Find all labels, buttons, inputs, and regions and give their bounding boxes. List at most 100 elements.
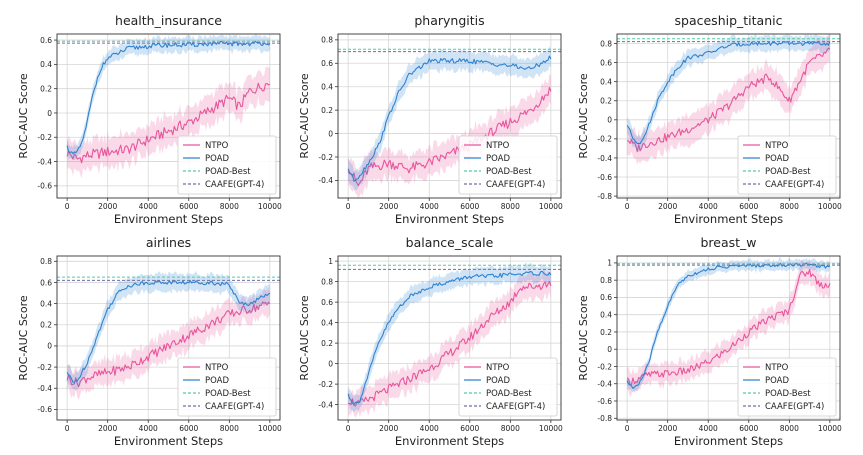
poad-series-line xyxy=(66,40,271,155)
y-tick-label: -0.2 xyxy=(597,362,612,371)
y-tick-label: -0.2 xyxy=(318,153,333,162)
y-tick-label: 0.4 xyxy=(40,299,52,308)
poad-series-band xyxy=(348,262,551,412)
x-axis-label: Environment Steps xyxy=(114,434,223,448)
y-axis-label: ROC-AUC Score xyxy=(298,295,311,381)
x-tick-label: 0 xyxy=(625,424,630,433)
legend-label: CAAFE(GPT-4) xyxy=(205,402,264,412)
y-tick-label: 0 xyxy=(328,129,333,138)
ntpo-series-band xyxy=(348,269,551,418)
y-tick-label: 0.2 xyxy=(600,97,612,106)
legend-label: POAD xyxy=(205,376,229,386)
poad-series-band xyxy=(627,34,830,152)
legend-label: POAD-Best xyxy=(486,389,532,399)
x-tick-label: 2000 xyxy=(658,202,677,211)
x-axis-label: Environment Steps xyxy=(395,212,504,226)
legend: NTPO POAD POAD-Best CAAFE(GPT-4) xyxy=(737,357,837,417)
y-tick-label: 0 xyxy=(607,116,612,125)
x-tick-label: 6000 xyxy=(739,424,758,433)
y-axis-label: ROC-AUC Score xyxy=(577,73,590,159)
legend-label: NTPO xyxy=(205,363,229,373)
ntpo-series-line xyxy=(348,281,552,407)
y-tick-label: -0.2 xyxy=(37,363,52,372)
y-tick-label: -0.6 xyxy=(597,173,612,182)
x-tick-label: 0 xyxy=(346,202,351,211)
poad-series-band xyxy=(67,270,270,391)
ntpo-series-line xyxy=(66,301,271,388)
y-tick-label: -0.2 xyxy=(597,135,612,144)
legend-label: CAAFE(GPT-4) xyxy=(205,180,264,190)
x-tick-label: 8000 xyxy=(780,424,799,433)
x-tick-label: 0 xyxy=(65,202,70,211)
x-tick-label: 0 xyxy=(65,424,70,433)
x-axis-label: Environment Steps xyxy=(674,434,783,448)
y-tick-label: 0.8 xyxy=(600,276,612,285)
ntpo-series-band xyxy=(348,73,551,198)
x-tick-label: 8000 xyxy=(220,424,239,433)
axes-frame xyxy=(56,255,281,421)
y-axis-label: ROC-AUC Score xyxy=(577,295,590,381)
x-tick-label: 8000 xyxy=(501,424,520,433)
y-tick-label: 0.2 xyxy=(600,328,612,337)
poad-series-line xyxy=(347,270,552,405)
ntpo-series-line xyxy=(66,82,271,164)
x-tick-label: 2000 xyxy=(379,424,398,433)
legend-label: NTPO xyxy=(486,363,510,373)
x-tick-label: 2000 xyxy=(98,424,117,433)
y-tick-label: 0.4 xyxy=(600,310,612,319)
y-tick-label: -0.4 xyxy=(37,157,52,166)
ntpo-series-line xyxy=(626,268,831,386)
chart-title: spaceship_titanic xyxy=(675,13,783,28)
chart-title: balance_scale xyxy=(406,235,494,250)
x-tick-label: 0 xyxy=(346,424,351,433)
legend-label: POAD xyxy=(486,376,510,386)
x-tick-label: 4000 xyxy=(420,424,439,433)
legend-box xyxy=(458,357,558,417)
legend-box xyxy=(177,357,277,417)
legend-label: NTPO xyxy=(486,141,510,151)
y-tick-label: 0 xyxy=(328,359,333,368)
x-tick-label: 6000 xyxy=(739,202,758,211)
legend-box xyxy=(177,135,277,195)
ntpo-series-band xyxy=(67,66,270,179)
y-tick-label: 0.2 xyxy=(321,339,333,348)
ntpo-series-line xyxy=(627,47,831,153)
x-tick-label: 6000 xyxy=(179,424,198,433)
y-tick-label: -0.4 xyxy=(597,380,612,389)
legend-label: CAAFE(GPT-4) xyxy=(486,402,545,412)
y-tick-label: 1 xyxy=(607,259,612,268)
chart-panel: -0.4 -0.2 0 0.2 0.4 0.6 0.8 0 2000 4000 6000 8000 10… xyxy=(298,13,563,226)
x-tick-label: 0 xyxy=(625,202,630,211)
ntpo-series-band xyxy=(67,287,270,400)
y-tick-label: 0.6 xyxy=(40,36,52,45)
x-axis-label: Environment Steps xyxy=(674,212,783,226)
chart-title: airlines xyxy=(146,235,191,250)
legend-box xyxy=(737,135,837,195)
x-tick-label: 8000 xyxy=(780,202,799,211)
y-tick-label: 0.4 xyxy=(321,318,333,327)
legend: NTPO POAD POAD-Best CAAFE(GPT-4) xyxy=(458,357,558,417)
y-tick-label: 0.4 xyxy=(321,83,333,92)
chart-title: health_insurance xyxy=(115,13,222,28)
legend-label: NTPO xyxy=(765,141,789,151)
axes-frame xyxy=(337,255,562,421)
x-axis-label: Environment Steps xyxy=(114,212,223,226)
legend-label: POAD-Best xyxy=(765,389,811,399)
legend-label: CAAFE(GPT-4) xyxy=(765,180,824,190)
poad-series-line xyxy=(347,55,552,182)
y-tick-label: 1 xyxy=(328,257,333,266)
y-axis-label: ROC-AUC Score xyxy=(17,295,30,381)
x-tick-label: 10000 xyxy=(818,424,842,433)
x-tick-label: 8000 xyxy=(501,202,520,211)
legend-label: POAD-Best xyxy=(765,167,811,177)
y-tick-label: -0.4 xyxy=(597,154,612,163)
poad-series-band xyxy=(348,46,551,192)
axes-frame xyxy=(616,33,841,199)
legend-label: POAD xyxy=(205,154,229,164)
y-tick-label: 0 xyxy=(607,345,612,354)
y-tick-label: 0.6 xyxy=(600,293,612,302)
legend: NTPO POAD POAD-Best CAAFE(GPT-4) xyxy=(458,135,558,195)
x-tick-label: 2000 xyxy=(658,424,677,433)
y-tick-label: -0.6 xyxy=(597,397,612,406)
legend: NTPO POAD POAD-Best CAAFE(GPT-4) xyxy=(177,135,277,195)
